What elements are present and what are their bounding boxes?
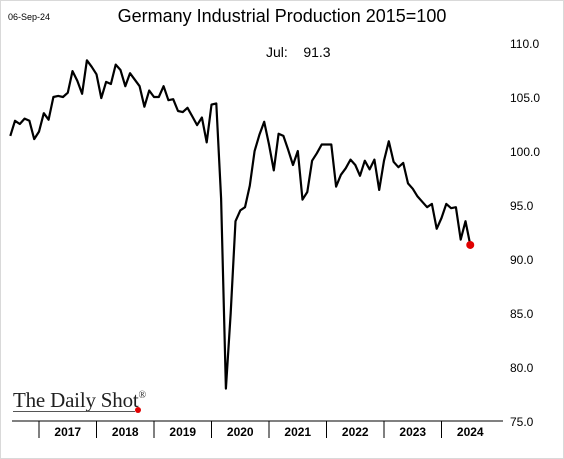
x-axis: 2017 2018 2019 2020 2021 2022 2023 2024 — [12, 420, 503, 439]
series-group — [9, 59, 475, 390]
y-tick-label: 85.0 — [510, 307, 534, 321]
y-tick-label: 105.0 — [510, 91, 540, 105]
x-tick-label: 2021 — [284, 425, 311, 439]
y-tick-label: 75.0 — [510, 415, 534, 429]
chart-title: Germany Industrial Production 2015=100 — [117, 6, 447, 26]
brand-logo: The Daily Shot® — [13, 388, 146, 413]
y-axis: 75.0 80.0 85.0 90.0 95.0 100.0 105.0 110.0 — [510, 37, 540, 429]
y-tick-label: 90.0 — [510, 253, 534, 267]
logo-text: The Daily Shot — [13, 388, 139, 412]
x-tick-label: 2024 — [457, 425, 484, 439]
x-tick-label: 2020 — [227, 425, 254, 439]
x-tick-label: 2023 — [399, 425, 426, 439]
series-line — [9, 59, 472, 390]
logo-registered-mark: ® — [138, 390, 147, 401]
x-tick-label: 2019 — [169, 425, 196, 439]
logo-underline — [13, 411, 135, 412]
latest-point-marker — [466, 240, 475, 249]
latest-value-annotation: Jul: 91.3 — [266, 44, 331, 60]
x-tick-label: 2017 — [54, 425, 81, 439]
logo-dot-icon — [135, 407, 141, 413]
x-tick-label: 2022 — [342, 425, 369, 439]
y-tick-label: 100.0 — [510, 145, 540, 159]
chart-date: 06-Sep-24 — [8, 12, 51, 22]
y-tick-label: 110.0 — [510, 37, 539, 51]
x-tick-label: 2018 — [112, 425, 139, 439]
y-tick-label: 80.0 — [510, 361, 534, 375]
y-tick-label: 95.0 — [510, 199, 534, 213]
